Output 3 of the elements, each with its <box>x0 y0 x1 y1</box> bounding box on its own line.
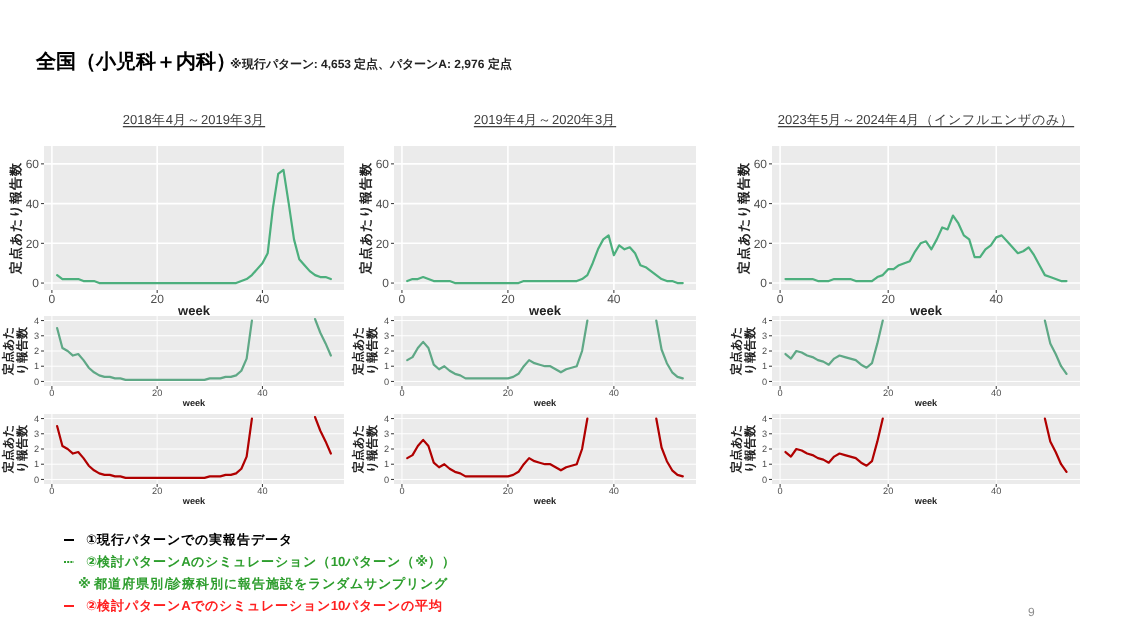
line-series <box>784 214 1068 283</box>
line-series <box>406 234 684 285</box>
line-series <box>56 168 332 285</box>
